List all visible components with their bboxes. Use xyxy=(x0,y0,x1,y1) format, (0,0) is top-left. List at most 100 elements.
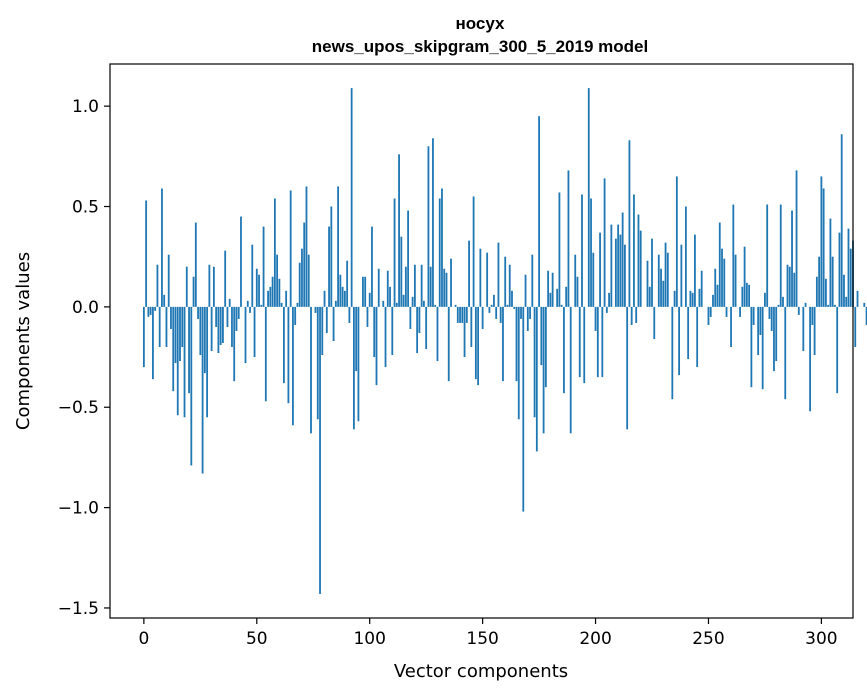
bar-217 xyxy=(633,194,635,307)
bar-255 xyxy=(718,222,721,307)
bar-56 xyxy=(269,286,272,307)
bar-282 xyxy=(779,204,782,307)
bar-316 xyxy=(856,290,859,307)
bar-254 xyxy=(716,284,719,307)
bar-218 xyxy=(635,306,638,323)
y-axis-label: Components values xyxy=(13,252,34,430)
bar-211 xyxy=(619,234,622,307)
bar-293 xyxy=(804,302,807,307)
bar-23 xyxy=(194,222,197,307)
bar-119 xyxy=(411,296,414,307)
bar-150 xyxy=(481,306,484,329)
bar-77 xyxy=(316,306,319,420)
bar-251 xyxy=(709,306,712,317)
bar-206 xyxy=(608,292,611,307)
bar-146 xyxy=(472,196,475,307)
bar-2 xyxy=(147,306,150,317)
bar-201 xyxy=(596,306,599,378)
bar-236 xyxy=(675,176,678,307)
y-tick-label-1: −1.0 xyxy=(58,499,99,519)
bar-224 xyxy=(648,286,651,307)
bar-35 xyxy=(222,306,224,344)
bar-210 xyxy=(617,224,620,307)
bar-300 xyxy=(820,176,823,307)
bar-202 xyxy=(599,232,601,307)
bar-134 xyxy=(445,272,448,307)
bar-200 xyxy=(594,306,597,331)
bar-168 xyxy=(522,306,525,512)
bar-232 xyxy=(666,252,669,307)
bar-156 xyxy=(495,306,498,319)
bar-84 xyxy=(332,306,335,341)
bar-277 xyxy=(768,306,771,319)
bar-319 xyxy=(863,302,866,307)
bar-228 xyxy=(657,254,660,307)
bar-184 xyxy=(558,192,561,307)
bar-166 xyxy=(517,306,520,420)
bar-87 xyxy=(339,274,342,307)
bar-268 xyxy=(748,284,751,307)
bar-73 xyxy=(307,254,310,307)
bar-114 xyxy=(400,236,403,307)
bar-41 xyxy=(235,306,238,331)
bar-250 xyxy=(707,306,710,325)
bar-13 xyxy=(172,306,175,392)
bar-18 xyxy=(183,306,186,418)
bar-104 xyxy=(377,268,380,307)
bar-29 xyxy=(208,264,211,307)
bar-0 xyxy=(142,306,145,368)
bar-235 xyxy=(673,290,676,307)
bar-187 xyxy=(565,286,568,307)
bar-27 xyxy=(203,306,206,374)
bar-72 xyxy=(305,186,308,307)
bar-42 xyxy=(237,306,240,319)
bar-144 xyxy=(468,240,470,307)
bar-59 xyxy=(276,254,279,307)
bar-83 xyxy=(330,206,333,307)
bar-70 xyxy=(301,248,303,307)
bar-310 xyxy=(843,274,845,307)
bar-139 xyxy=(456,306,459,323)
bar-283 xyxy=(782,296,784,307)
bar-121 xyxy=(416,306,419,354)
x-tick-label-300: 300 xyxy=(805,629,837,649)
bar-269 xyxy=(750,306,753,388)
bar-64 xyxy=(287,306,290,404)
bar-195 xyxy=(583,306,586,384)
bar-65 xyxy=(289,190,292,307)
bar-125 xyxy=(425,306,428,350)
bar-207 xyxy=(610,224,613,307)
bar-63 xyxy=(285,290,288,307)
bar-49 xyxy=(253,306,256,358)
bar-311 xyxy=(845,296,848,307)
bar-189 xyxy=(569,306,572,434)
bar-153 xyxy=(488,306,491,313)
bar-110 xyxy=(391,306,394,356)
bar-93 xyxy=(352,306,355,430)
bar-61 xyxy=(280,302,283,307)
bar-308 xyxy=(838,232,841,307)
bar-159 xyxy=(502,306,504,382)
bar-92 xyxy=(350,88,353,307)
bar-215 xyxy=(628,140,631,307)
bar-55 xyxy=(267,290,269,307)
bar-286 xyxy=(788,266,791,307)
bar-171 xyxy=(529,306,531,319)
bar-193 xyxy=(578,306,581,378)
bar-109 xyxy=(389,286,391,307)
bar-26 xyxy=(201,306,204,474)
bar-172 xyxy=(531,254,534,307)
bar-161 xyxy=(506,304,509,307)
bar-158 xyxy=(499,306,502,323)
bar-74 xyxy=(310,306,312,434)
bar-163 xyxy=(511,290,513,307)
bar-220 xyxy=(639,230,642,307)
bar-36 xyxy=(224,250,227,307)
bar-8 xyxy=(161,188,163,307)
bar-183 xyxy=(556,288,559,307)
bar-132 xyxy=(441,188,443,307)
y-tick-label-3: 0.0 xyxy=(72,298,99,318)
bar-94 xyxy=(355,306,358,372)
bar-252 xyxy=(712,294,714,307)
bar-6 xyxy=(156,264,159,307)
